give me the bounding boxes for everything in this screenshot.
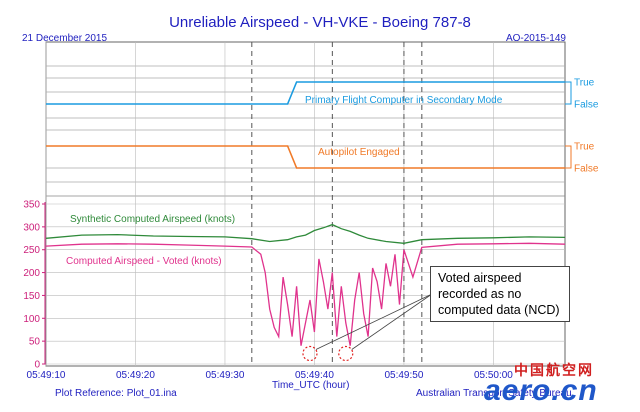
autopilot-engaged-trace-bracket [565, 145, 572, 169]
x-tick-label: 05:49:20 [116, 370, 155, 381]
y-tick-label: 200 [23, 268, 40, 279]
watermark-logo: aero.cn [484, 374, 598, 407]
y-tick-label: 300 [23, 222, 40, 233]
ncd-marker-0 [302, 345, 318, 362]
autopilot-engaged-trace-false-label: False [574, 164, 599, 175]
callout-pointer-1 [351, 293, 433, 350]
y-tick-label: 150 [23, 291, 40, 302]
y-tick-label: 0 [34, 360, 40, 371]
x-axis-label: Time_UTC (hour) [272, 380, 350, 391]
aero-cn-watermark: 中国航空网 aero.cn [484, 360, 634, 410]
pfc-secondary-mode-trace-true-label: True [574, 78, 595, 89]
callout-pointer-0 [315, 293, 433, 350]
x-tick-label: 05:49:10 [27, 370, 66, 381]
credit-label: Australian Transport Safety Bureau [416, 388, 572, 399]
voted-airspeed-line [45, 242, 566, 346]
synthetic-airspeed-legend: Synthetic Computed Airspeed (knots) [70, 214, 235, 225]
pfc-secondary-mode-trace-label: Primary Flight Computer in Secondary Mod… [305, 95, 503, 106]
x-tick-label: 05:50:00 [474, 370, 513, 381]
x-tick-label: 05:49:50 [384, 370, 423, 381]
ncd-marker-1 [338, 345, 354, 362]
autopilot-engaged-trace-true-label: True [574, 142, 595, 153]
autopilot-engaged-trace [46, 145, 565, 169]
y-tick-label: 350 [23, 200, 40, 211]
x-tick-label: 05:49:30 [205, 370, 244, 381]
synthetic-airspeed-line [45, 223, 566, 244]
watermark-cn-text: 中国航空网 [514, 362, 594, 378]
chart-title: Unreliable Airspeed - VH-VKE - Boeing 78… [169, 14, 471, 31]
ncd-callout: Voted airspeed recorded as no computed d… [430, 266, 570, 322]
y-tick-label: 50 [29, 337, 41, 348]
y-tick-label: 250 [23, 245, 40, 256]
pfc-secondary-mode-trace-bracket [565, 81, 572, 105]
autopilot-engaged-trace-label: Autopilot Engaged [318, 147, 400, 158]
plot-reference: Plot Reference: Plot_01.ina [55, 388, 177, 399]
report-reference: AO-2015-149 [505, 33, 566, 44]
pfc-secondary-mode-trace [46, 81, 565, 105]
y-tick-label: 100 [23, 314, 40, 325]
date-label: 21 December 2015 [22, 33, 108, 44]
pfc-secondary-mode-trace-false-label: False [574, 100, 599, 111]
x-tick-label: 05:49:40 [295, 370, 334, 381]
voted-airspeed-legend: Computed Airspeed - Voted (knots) [66, 256, 222, 267]
